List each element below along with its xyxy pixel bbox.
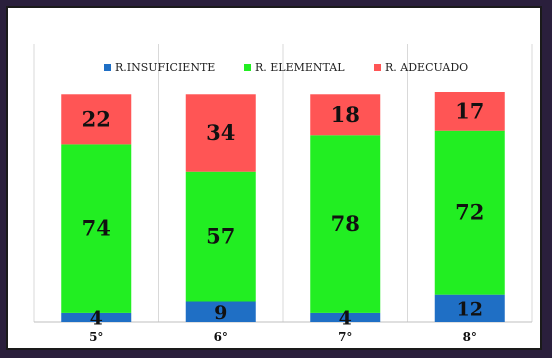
category-label: 5° xyxy=(89,330,103,344)
data-label: 4 xyxy=(90,307,103,329)
bar-segment xyxy=(434,294,505,322)
category-label: 7° xyxy=(338,330,352,344)
bar-segment xyxy=(61,312,132,322)
bar-segment xyxy=(185,301,256,322)
bar-segment xyxy=(185,171,256,302)
legend-item: R. ADECUADO xyxy=(374,61,468,74)
legend-swatch xyxy=(244,64,251,71)
bar-segment xyxy=(61,144,132,313)
legend-swatch xyxy=(104,64,111,71)
stacked-bar-chart: R.INSUFICIENTE R. ELEMENTAL R. ADECUADO 47… xyxy=(33,44,533,344)
bar-segment xyxy=(61,94,132,145)
legend-label: R. ELEMENTAL xyxy=(255,61,345,74)
bar-segment xyxy=(310,94,381,136)
data-label: 34 xyxy=(206,120,235,145)
data-label: 74 xyxy=(82,216,111,241)
data-label: 78 xyxy=(331,211,360,236)
data-label: 57 xyxy=(206,224,235,249)
bar-segment xyxy=(310,135,381,313)
bar-segment xyxy=(185,94,256,172)
bar-segment xyxy=(310,312,381,322)
category-label: 6° xyxy=(214,330,228,344)
data-label: 4 xyxy=(339,307,352,329)
category-label: 8° xyxy=(463,330,477,344)
legend-label: R. ADECUADO xyxy=(385,61,468,74)
legend-item: R. ELEMENTAL xyxy=(244,61,345,74)
data-label: 9 xyxy=(214,302,227,324)
legend-label: R.INSUFICIENTE xyxy=(115,61,215,74)
data-label: 72 xyxy=(455,200,484,225)
bar-segment xyxy=(434,92,505,131)
data-label: 18 xyxy=(331,102,360,127)
legend-item: R.INSUFICIENTE xyxy=(104,61,215,74)
legend-swatch xyxy=(374,64,381,71)
data-label: 17 xyxy=(455,98,484,123)
bar-segment xyxy=(434,130,505,295)
data-label: 12 xyxy=(457,298,483,320)
data-label: 22 xyxy=(82,106,111,131)
